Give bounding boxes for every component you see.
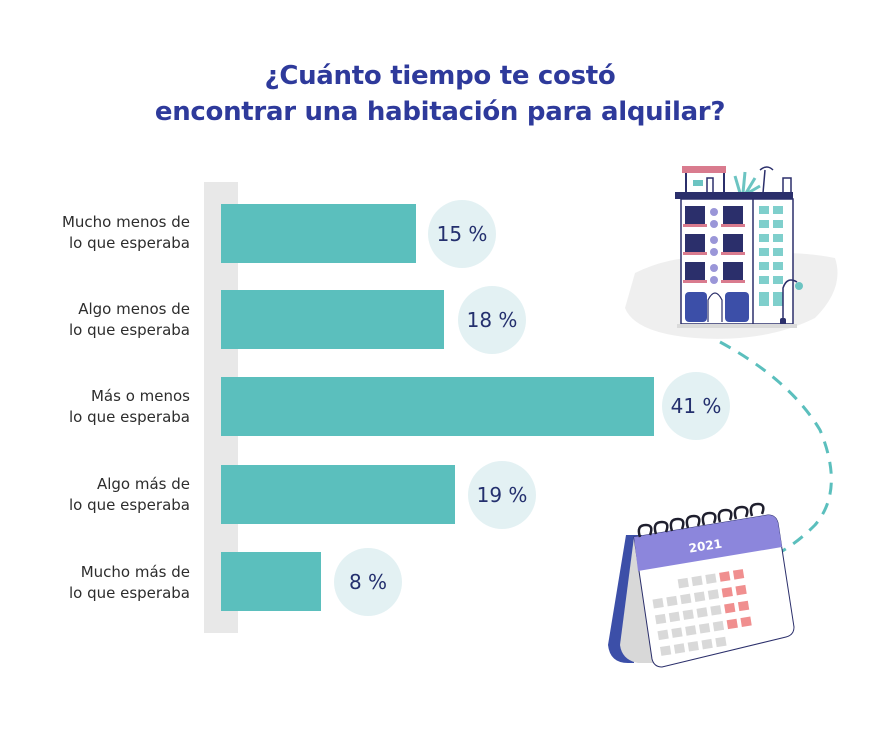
bar-label-line1: Algo más de (96, 475, 190, 493)
bar-label-line2: lo que esperaba (68, 321, 190, 339)
bar-mas-o-menos (221, 377, 654, 436)
bar-label-line1: Más o menos (90, 387, 190, 405)
bar-mucho-menos (221, 204, 416, 263)
bar-algo-mas (221, 465, 455, 524)
calendar-icon: 2021 (608, 502, 795, 668)
bar-label: Más o menos lo que esperaba (10, 386, 190, 428)
chart-title: ¿Cuánto tiempo te costó encontrar una ha… (0, 58, 880, 130)
value-bubble: 15 % (428, 200, 496, 268)
apartment-building-icon (625, 166, 838, 339)
bar-label: Mucho menos de lo que esperaba (10, 212, 190, 254)
bar-label-line1: Mucho más de (80, 563, 190, 581)
value-bubble: 8 % (334, 548, 402, 616)
chart-title-line2: encontrar una habitación para alquilar? (154, 97, 726, 127)
bar-label-line2: lo que esperaba (68, 234, 190, 252)
calendar-year: 2021 (688, 537, 723, 556)
value-bubble: 41 % (662, 372, 730, 440)
bar-label: Mucho más de lo que esperaba (10, 562, 190, 604)
dashed-connector-line (719, 340, 833, 557)
bar-label-line2: lo que esperaba (68, 408, 190, 426)
bar-label-line2: lo que esperaba (68, 496, 190, 514)
bar-label-line1: Algo menos de (78, 300, 190, 318)
bar-label-line1: Mucho menos de (61, 213, 190, 231)
bar-algo-menos (221, 290, 444, 349)
bar-mucho-mas (221, 552, 321, 611)
value-bubble: 18 % (458, 286, 526, 354)
bar-label: Algo menos de lo que esperaba (10, 299, 190, 341)
bar-label-line2: lo que esperaba (68, 584, 190, 602)
value-bubble: 19 % (468, 461, 536, 529)
bar-label: Algo más de lo que esperaba (10, 474, 190, 516)
chart-title-line1: ¿Cuánto tiempo te costó (264, 61, 616, 91)
